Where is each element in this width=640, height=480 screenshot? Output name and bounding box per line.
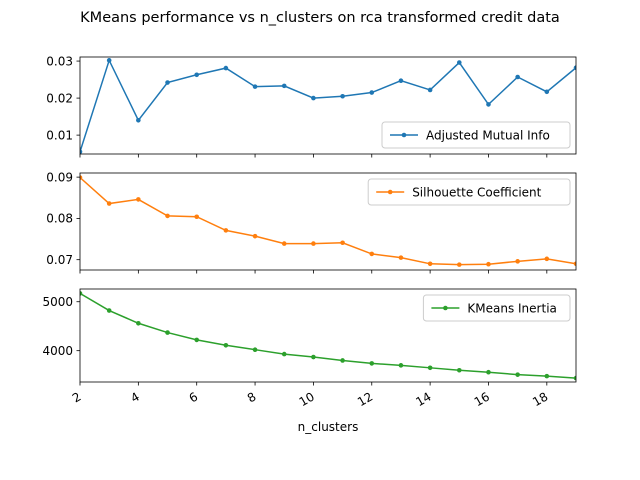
legend: Silhouette Coefficient <box>367 178 571 206</box>
axes-frame <box>79 172 577 271</box>
x-tick-label: 18 <box>530 389 550 409</box>
x-tick-label: 10 <box>297 389 317 409</box>
legend-box <box>381 121 571 149</box>
data-point <box>136 197 141 202</box>
series-line <box>80 176 576 266</box>
data-point <box>281 351 287 357</box>
data-point <box>311 241 316 246</box>
data-point <box>223 342 229 348</box>
legend: Adjusted Mutual Info <box>381 121 571 149</box>
data-point <box>106 58 112 63</box>
data-point <box>544 89 550 95</box>
subplot-1: 0.01 0.02 0.03 Adjusted Mutual Info <box>46 54 577 158</box>
data-point <box>80 175 83 180</box>
data-point <box>544 373 550 379</box>
subplot-3: 4000 5000 KMeans Inertia <box>42 288 577 386</box>
legend-marker <box>443 305 448 311</box>
data-point <box>486 369 491 375</box>
data-point <box>544 256 550 262</box>
data-point <box>427 261 433 267</box>
data-point <box>456 60 462 65</box>
data-point <box>281 83 287 89</box>
data-point <box>106 201 112 206</box>
data-point <box>223 228 229 233</box>
data-point <box>398 255 404 260</box>
chart-title: KMeans performance vs n_clusters on rca … <box>80 10 560 26</box>
data-point <box>515 74 520 80</box>
legend: KMeans Inertia <box>422 294 571 322</box>
y-tick-label: 0.02 <box>46 91 73 105</box>
data-point <box>340 358 345 363</box>
subplots: 0.01 0.02 0.03 Adjusted Mutual Info 0.07 0.08… <box>42 54 577 386</box>
data-point <box>369 90 375 95</box>
data-point <box>165 330 170 335</box>
data-point <box>165 80 170 85</box>
legend-label: Silhouette Coefficient <box>412 185 541 199</box>
data-point <box>456 262 462 267</box>
x-axis-label: n_clusters <box>298 420 359 434</box>
data-point <box>398 363 404 368</box>
axes-frame <box>79 56 577 155</box>
legend-box <box>422 294 571 322</box>
data-point <box>106 308 112 313</box>
data-point <box>80 149 83 154</box>
data-point <box>281 241 287 246</box>
data-point <box>340 240 345 246</box>
data-point <box>486 102 491 107</box>
data-point <box>136 118 141 123</box>
data-point <box>252 84 258 89</box>
data-point <box>194 214 200 220</box>
y-tick-label: 0.09 <box>46 170 73 184</box>
data-point <box>311 95 316 101</box>
data-point <box>573 65 576 71</box>
y-tick-label: 5000 <box>42 295 73 309</box>
x-tick-label: 12 <box>355 389 375 409</box>
y-tick-label: 4000 <box>42 344 73 358</box>
series-line <box>80 58 576 153</box>
data-point <box>194 337 200 343</box>
data-point <box>398 78 404 83</box>
data-point <box>369 251 375 257</box>
legend-marker <box>401 132 407 138</box>
subplot-2: 0.07 0.08 0.09 Silhouette Coefficient <box>46 170 577 274</box>
data-point <box>311 354 316 360</box>
series-line <box>80 292 576 379</box>
data-point <box>515 372 520 377</box>
data-point <box>165 213 170 219</box>
data-point <box>427 365 433 371</box>
data-point <box>573 261 576 267</box>
legend-label: Adjusted Mutual Info <box>426 128 550 142</box>
data-point <box>80 291 83 296</box>
data-point <box>369 361 375 366</box>
data-point <box>573 375 576 381</box>
data-point <box>456 367 462 373</box>
axes-frame <box>79 288 577 383</box>
legend-label: KMeans Inertia <box>467 301 556 315</box>
y-tick-label: 0.01 <box>46 128 73 142</box>
data-point <box>252 233 258 239</box>
y-tick-label: 0.03 <box>46 54 73 68</box>
y-tick-label: 0.08 <box>46 212 73 226</box>
data-point <box>136 320 141 326</box>
y-tick-label: 0.07 <box>46 253 73 267</box>
data-point <box>427 87 433 93</box>
data-point <box>486 261 491 267</box>
data-point <box>194 72 200 78</box>
data-point <box>252 347 258 352</box>
legend-marker <box>387 189 393 195</box>
data-point <box>340 93 345 99</box>
x-tick-label: 14 <box>413 389 433 409</box>
data-point <box>515 259 520 264</box>
data-point <box>223 65 229 71</box>
legend-box <box>367 178 571 206</box>
x-tick-label: 16 <box>472 389 492 409</box>
